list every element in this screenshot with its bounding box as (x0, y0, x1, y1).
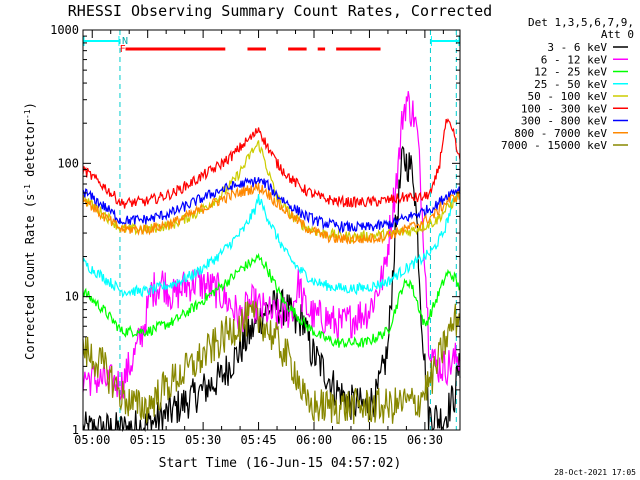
x-tick-label-4: 06:00 (296, 433, 332, 447)
legend-label-8: 7000 - 15000 keV (501, 139, 607, 152)
legend-header-line1: Det 1,3,5,6,7,9, (528, 16, 634, 29)
y-tick-label-2: 100 (57, 156, 79, 170)
plot-frame (82, 29, 461, 431)
series-layer (82, 91, 461, 433)
legend-label-4: 50 - 100 keV (528, 90, 608, 103)
series-line-5 (82, 118, 461, 209)
legend-header-line2: Att 0 (601, 28, 634, 41)
axes-layer: 05:00 05:15 05:30 05:45 06:00 06:15 06:30 1 10 10… (50, 23, 460, 447)
x-tick-label-3: 05:45 (241, 433, 277, 447)
x-axis-label: Start Time (16-Jun-15 04:57:02) (159, 456, 402, 471)
footer-date: 28-Oct-2021 17:05 (554, 468, 636, 477)
y-tick-label-0: 1 (72, 423, 79, 437)
flag-N-label: N (122, 36, 128, 47)
legend-label-3: 25 - 50 keV (534, 78, 607, 91)
series-line-1 (82, 91, 461, 401)
y-axis-label-sup2: -1 (23, 109, 32, 119)
y-axis-label: Corrected Count Rate (s-1 detector-1) (23, 102, 37, 360)
x-tick-label-6: 06:30 (407, 433, 443, 447)
legend-label-1: 6 - 12 keV (541, 53, 608, 66)
legend-label-0: 3 - 6 keV (547, 41, 607, 54)
chart-title: RHESSI Observing Summary Count Rates, Co… (68, 2, 492, 20)
y-axis-label-mid: detector (23, 119, 37, 184)
legend-label-5: 100 - 300 keV (521, 102, 607, 115)
y-axis-label-main: Corrected Count Rate (s (23, 194, 37, 360)
legend-label-7: 800 - 7000 keV (514, 127, 607, 140)
x-tick-label-0: 05:00 (74, 433, 110, 447)
x-tick-label-1: 05:15 (130, 433, 166, 447)
series-line-6 (82, 176, 461, 234)
series-line-2 (82, 252, 461, 349)
legend-label-2: 12 - 25 keV (534, 66, 607, 79)
series-line-8 (82, 300, 461, 425)
y-tick-label-1: 10 (65, 290, 79, 304)
flag-F-label: F (120, 44, 126, 55)
x-tick-label-2: 05:30 (185, 433, 221, 447)
marker-layer: NF (83, 30, 460, 430)
x-tick-label-5: 06:15 (351, 433, 387, 447)
series-line-3 (82, 190, 461, 299)
y-tick-label-3: 1000 (50, 23, 79, 37)
series-line-7 (82, 182, 461, 245)
y-axis-label-end: ) (23, 102, 37, 109)
y-axis-label-sup1: -1 (23, 184, 32, 194)
legend-label-6: 300 - 800 keV (521, 115, 607, 128)
